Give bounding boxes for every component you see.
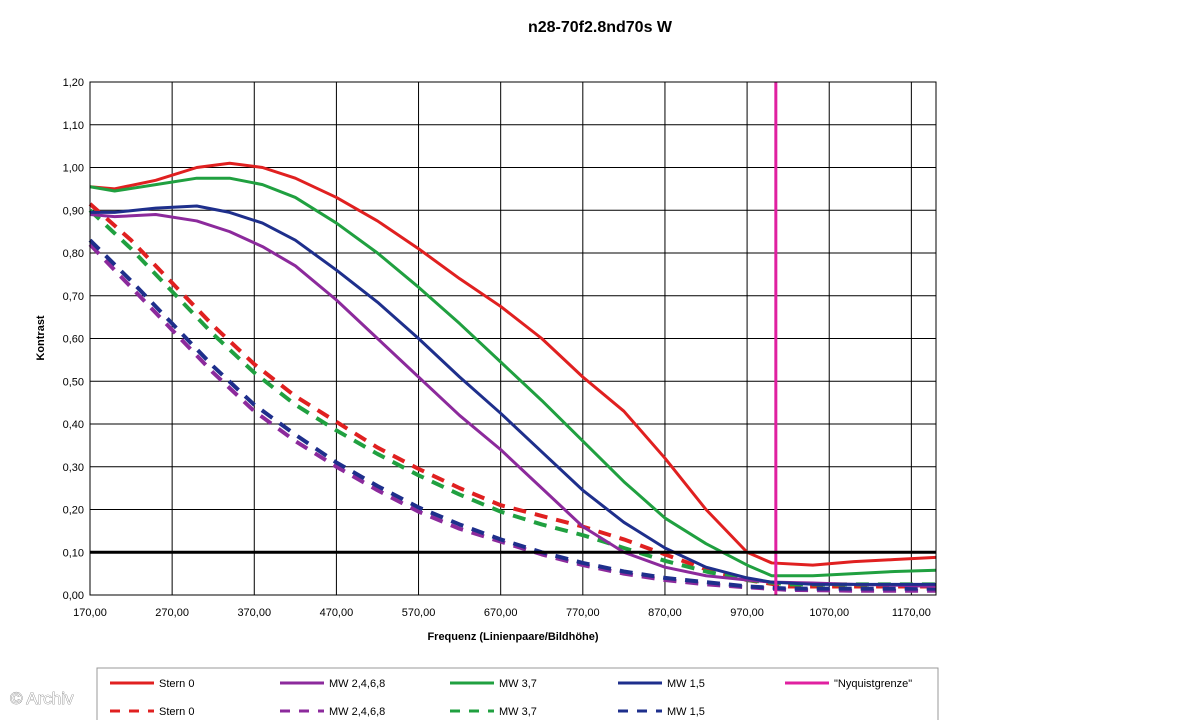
series-line-mw-3-7-dashed: [88, 208, 936, 587]
x-tick-label: 570,00: [402, 607, 436, 619]
copyright-watermark: © Archiv: [10, 689, 74, 708]
y-tick-label: 1,20: [63, 77, 84, 89]
legend-label: "Nyquistgrenze": [834, 678, 912, 690]
x-axis-label: Frequenz (Linienpaare/Bildhöhe): [427, 631, 598, 643]
series-line-mw-1-5-dashed: [88, 238, 936, 591]
y-tick-label: 1,10: [63, 120, 84, 132]
y-tick-label: 1,00: [63, 163, 84, 175]
x-tick-label: 970,00: [730, 607, 764, 619]
y-tick-label: 0,40: [63, 419, 84, 431]
axis-ticks: 0,00 0,10 0,20 0,30 0,40 0,50 0,60 0,70 0,80 0,90…: [63, 77, 931, 619]
legend-label: Stern 0: [159, 678, 194, 690]
legend: Stern 0 MW 2,4,6,8 MW 3,7 MW 1,5 "Nyquistgre…: [96, 667, 939, 720]
y-tick-label: 0,70: [63, 291, 84, 303]
y-tick-label: 0,00: [63, 590, 84, 602]
legend-label: Stern 0: [159, 706, 194, 718]
legend-label: MW 2,4,6,8: [329, 706, 385, 718]
series-line-mw-2-4-6-8-dashed: [88, 243, 936, 593]
y-axis-label: Kontrast: [35, 315, 47, 361]
x-tick-label: 670,00: [484, 607, 518, 619]
y-tick-label: 0,90: [63, 205, 84, 217]
x-tick-label: 770,00: [566, 607, 600, 619]
y-tick-label: 0,80: [63, 248, 84, 260]
y-tick-label: 0,30: [63, 462, 84, 474]
x-tick-label: 1070,00: [809, 607, 849, 619]
x-tick-label: 270,00: [155, 607, 189, 619]
series-line-mw-3-7: [89, 176, 937, 578]
x-tick-label: 1170,00: [892, 607, 931, 619]
x-tick-label: 470,00: [320, 607, 354, 619]
y-tick-label: 0,60: [63, 334, 84, 346]
legend-label: MW 1,5: [667, 678, 705, 690]
series-lines: [88, 82, 937, 595]
plot-frame: [89, 81, 937, 596]
y-tick-label: 0,10: [63, 547, 84, 559]
x-tick-label: 870,00: [648, 607, 682, 619]
series-line-mw-2-4-6-8: [89, 213, 937, 588]
legend-label: MW 3,7: [499, 678, 537, 690]
legend-label: MW 1,5: [667, 706, 705, 718]
series-line-stern-0: [89, 161, 937, 567]
chart-title: n28-70f2.8nd70s W: [528, 19, 673, 36]
series-line-stern-0-dashed: [88, 202, 936, 589]
legend-label: MW 2,4,6,8: [329, 678, 385, 690]
y-tick-label: 0,20: [63, 505, 84, 517]
legend-box: [96, 667, 939, 720]
series-line-mw-1-5: [90, 204, 936, 586]
x-tick-label: 370,00: [237, 607, 271, 619]
x-tick-label: 170,00: [73, 607, 107, 619]
y-tick-label: 0,50: [63, 376, 84, 388]
legend-label: MW 3,7: [499, 706, 537, 718]
